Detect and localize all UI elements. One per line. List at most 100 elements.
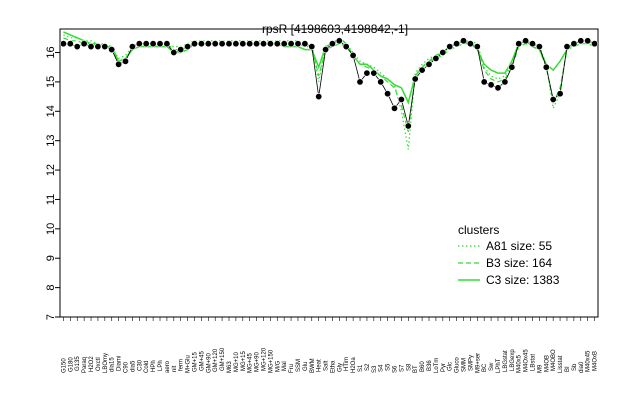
data-point [184,43,192,51]
data-point [466,40,474,48]
x-tick-label: H2Oa [351,357,357,373]
data-point [259,40,267,48]
legend-title: clusters [458,223,499,237]
data-point [128,43,136,51]
data-point [115,60,123,68]
x-tick-label: Pyr [441,363,447,372]
x-tick-label: GM+120 [213,348,219,372]
x-tick-label: GM+45 [199,350,205,371]
data-point [487,81,495,89]
data-point [494,84,502,92]
data-point [584,37,592,45]
x-tick-label: S4 [379,364,385,372]
x-tick-label: MG+10 [234,351,240,372]
data-point [218,40,226,48]
data-point [446,43,454,51]
x-tick-label: Mal [282,361,288,371]
data-point [191,40,199,48]
x-tick-label: dia5 [130,360,136,372]
data-point [549,96,557,104]
data-point [501,78,509,86]
x-tick-label: LBOmy [103,353,109,373]
data-point [570,40,578,48]
data-point [59,40,67,48]
x-tick-label: Glc [448,362,454,371]
x-tick-label: B36 [427,360,433,371]
x-tick-label: LPh [158,360,164,371]
data-point [73,43,81,51]
x-tick-label: LoTm [434,358,440,373]
x-tick-label: Fru [289,364,295,373]
data-point [528,40,536,48]
data-point [390,104,398,112]
legend-label: A81 size: 55 [486,239,552,253]
data-point [266,40,274,48]
x-tick-label: LBstat [530,354,536,371]
x-tick-label: M/G [275,360,281,372]
data-point [149,40,157,48]
x-tick-label: S1 [358,364,364,372]
data-point [577,37,585,45]
data-point [211,40,219,48]
data-point [384,90,392,98]
data-point [349,51,357,59]
x-tick-label: MG+120 [261,347,267,371]
y-axis: 7 8 9 10 11 12 13 14 15 16 [45,46,60,320]
data-point [280,40,288,48]
x-tick-label: aero [165,360,171,373]
x-tick-label: Glu [303,362,309,371]
x-tick-label: M+Glu [186,355,192,373]
data-point [328,40,336,48]
x-tick-label: Oxctl [96,357,102,371]
data-point [239,40,247,48]
x-tick-label: M40x5 [517,354,523,373]
y-tick-label: 15 [45,76,57,88]
x-tick-label: HPh [151,360,157,372]
data-point [204,40,212,48]
data-point [515,40,523,48]
data-point [163,40,171,48]
data-point [591,40,599,48]
x-tick-label: SSM [296,359,302,372]
data-point [66,40,74,48]
x-tick-label: Cold [144,361,150,373]
data-point [473,43,481,51]
data-point [535,43,543,51]
x-tick-label: MG+45 [248,352,254,373]
data-point [142,40,150,48]
data-point [225,40,233,48]
data-point [356,78,364,86]
x-tick-label: BWM [310,358,316,373]
x-tick-label: C30 [137,359,143,371]
x-tick-label: H2O2 [89,356,95,372]
y-tick-label: 10 [45,223,57,235]
data-point [308,43,316,51]
data-point [315,93,323,101]
data-point [273,40,281,48]
data-point [411,75,419,83]
data-point [556,90,564,98]
y-tick-label: 16 [45,46,57,58]
x-tick-label: Gluco [455,357,461,373]
data-point [480,78,488,86]
x-tick-label: HTim [344,357,350,371]
x-tick-label: G180 [68,357,74,372]
data-point [87,43,95,51]
data-point [425,60,433,68]
data-point [177,46,185,54]
x-tick-label: MG+90 [255,351,261,372]
x-tick-label: S2 [365,363,371,371]
data-point [377,78,385,86]
data-point [342,43,350,51]
x-tick-label: M4OBO [551,349,557,371]
x-tick-label: S6 [393,365,399,373]
points-layer [59,37,599,130]
x-tick-label: SMPy [468,355,474,371]
data-point [432,54,440,62]
x-tick-label: Lisstat [558,355,564,373]
data-point [322,46,330,54]
y-tick-label: 11 [45,194,57,205]
x-tick-label: Etha [330,360,336,373]
data-point [135,40,143,48]
